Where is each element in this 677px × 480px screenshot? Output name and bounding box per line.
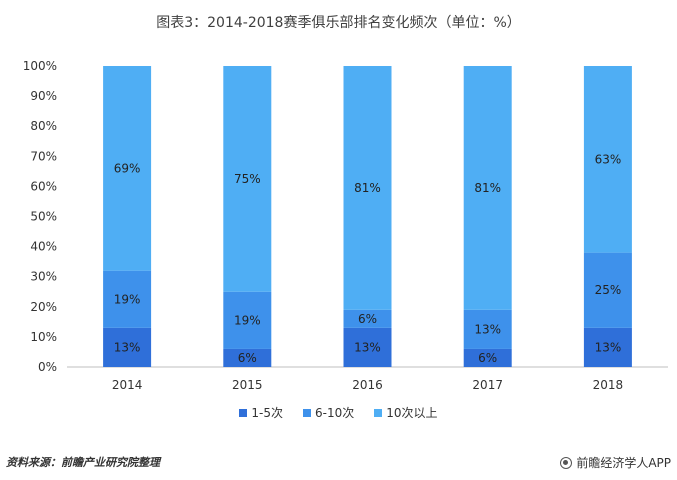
brand-label: 前瞻经济学人APP: [576, 456, 671, 470]
y-tick-label: 50%: [30, 210, 57, 224]
data-label: 13%: [595, 340, 622, 354]
bar-segment: [223, 291, 272, 349]
bar-segment: [583, 252, 632, 328]
data-label: 6%: [238, 351, 257, 365]
legend-label: 6-10次: [315, 406, 355, 420]
bar-segment: [583, 327, 632, 367]
legend-item: 6-10次: [303, 404, 354, 421]
data-labels: 13% 19% 69% 6% 19% 75% 13% 6% 81% 6% 13% 81% 13% 25% 6…: [114, 152, 621, 365]
legend-item: 10次以上: [374, 404, 438, 421]
legend-swatch: [374, 408, 383, 417]
bar-segment: [343, 66, 392, 310]
data-label: 25%: [595, 283, 622, 297]
brand: 前瞻经济学人APP: [560, 454, 671, 471]
bar-segment: [463, 348, 512, 367]
data-label: 13%: [474, 322, 501, 336]
data-label: 75%: [234, 172, 261, 186]
bar-segment: [583, 66, 632, 253]
bar-segment: [223, 348, 272, 367]
chart-title: 图表3：2014-2018赛季俱乐部排名变化频次（单位：%）: [156, 15, 521, 31]
bar-segment: [103, 270, 152, 328]
y-tick-label: 40%: [30, 240, 57, 254]
data-label: 19%: [114, 292, 141, 306]
bar-segment: [223, 66, 272, 292]
brand-logo-icon: [560, 456, 573, 469]
y-tick-label: 0%: [38, 360, 57, 374]
bars: [103, 66, 632, 367]
legend-swatch: [303, 408, 312, 417]
y-tick-label: 70%: [30, 149, 57, 163]
x-tick-label: 2018: [593, 378, 624, 392]
data-label: 6%: [358, 312, 377, 326]
y-axis: 0% 10% 20% 30% 40% 50% 60% 70% 80% 90% 100%: [23, 59, 57, 374]
y-tick-label: 90%: [30, 89, 57, 103]
data-label: 19%: [234, 313, 261, 327]
y-tick-label: 80%: [30, 119, 57, 133]
y-tick-label: 60%: [30, 179, 57, 193]
data-label: 81%: [474, 181, 501, 195]
stacked-bar-chart: 0%10%20%30%40%50%60%70%80%90%100% 2014 20…: [23, 59, 668, 392]
data-label: 6%: [478, 351, 497, 365]
data-label: 13%: [114, 340, 141, 354]
x-tick-label: 2014: [112, 378, 143, 392]
legend-swatch: [239, 408, 248, 417]
bar-segment: [103, 66, 152, 271]
data-label: 13%: [354, 340, 381, 354]
data-label: 81%: [354, 181, 381, 195]
legend: 1-5次 6-10次 10次以上: [0, 404, 677, 421]
source-note: 资料来源：前瞻产业研究院整理: [6, 456, 160, 469]
legend-item: 1-5次: [239, 404, 283, 421]
x-tick-label: 2016: [352, 378, 383, 392]
legend-label: 10次以上: [386, 406, 438, 420]
y-tick-label: 10%: [30, 330, 57, 344]
bar-segment: [343, 327, 392, 367]
data-label: 69%: [114, 161, 141, 175]
x-axis: 2014 2015 2016 2017 2018: [67, 366, 668, 392]
data-label: 63%: [595, 152, 622, 166]
y-tick-label: 100%: [23, 59, 57, 73]
y-tick-label: 20%: [30, 300, 57, 314]
x-tick-label: 2015: [232, 378, 263, 392]
bar-segment: [343, 309, 392, 328]
legend-label: 1-5次: [251, 406, 284, 420]
bar-segment: [463, 66, 512, 310]
y-tick-label: 30%: [30, 270, 57, 284]
x-tick-label: 2017: [472, 378, 503, 392]
bar-segment: [103, 327, 152, 367]
bar-segment: [463, 309, 512, 349]
